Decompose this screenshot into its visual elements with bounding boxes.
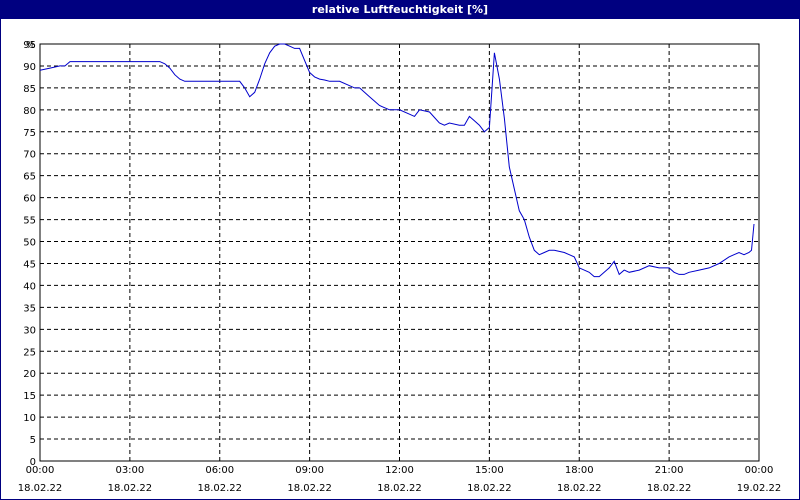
y-tick-label: 0 bbox=[30, 457, 36, 468]
y-tick-label: 60 bbox=[23, 194, 36, 205]
y-tick-label: 50 bbox=[23, 238, 36, 249]
x-tick-date-label: 18.02.22 bbox=[108, 483, 153, 494]
y-tick-label: 55 bbox=[23, 216, 36, 227]
x-tick-date-label: 18.02.22 bbox=[197, 483, 242, 494]
x-tick-date-label: 18.02.22 bbox=[467, 483, 512, 494]
y-tick-label: 5 bbox=[30, 435, 36, 446]
humidity-series-line bbox=[39, 43, 755, 278]
x-tick-time-label: 09:00 bbox=[295, 465, 324, 476]
chart-area: 0 5 10 15 20 25 30 35 40 45 50 55 60 65 70 75 80 85 90 95 0… bbox=[18, 40, 782, 494]
y-tick-label: 45 bbox=[23, 259, 36, 270]
y-axis: 0 5 10 15 20 25 30 35 40 45 50 55 60 65 70 75 80 85 90 95 bbox=[23, 40, 36, 468]
x-tick-time-label: 15:00 bbox=[475, 465, 504, 476]
grid-lines bbox=[40, 43, 759, 461]
y-tick-label: 30 bbox=[23, 325, 36, 336]
y-tick-label: 90 bbox=[23, 62, 36, 73]
y-tick-label: 75 bbox=[23, 128, 36, 139]
y-tick-label: 35 bbox=[23, 303, 36, 314]
y-tick-label: 40 bbox=[23, 281, 36, 292]
x-tick-date-label: 19.02.22 bbox=[737, 483, 782, 494]
y-tick-label: 70 bbox=[23, 150, 36, 161]
y-tick-label: 10 bbox=[23, 413, 36, 424]
x-axis: 00:00 18.02.22 03:00 18.02.22 06:00 18.02.22 0… bbox=[18, 465, 782, 494]
x-tick-time-label: 06:00 bbox=[205, 465, 234, 476]
x-tick-time-label: 03:00 bbox=[115, 465, 144, 476]
x-tick-time-label: 12:00 bbox=[385, 465, 414, 476]
x-tick-date-label: 18.02.22 bbox=[647, 483, 692, 494]
y-tick-label: 95 bbox=[23, 40, 36, 51]
y-tick-label: 20 bbox=[23, 369, 36, 380]
x-tick-time-label: 00:00 bbox=[26, 465, 55, 476]
x-tick-date-label: 18.02.22 bbox=[377, 483, 422, 494]
y-tick-label: 15 bbox=[23, 391, 36, 402]
series-group bbox=[39, 43, 755, 278]
x-tick-date-label: 18.02.22 bbox=[18, 483, 63, 494]
x-tick-time-label: 00:00 bbox=[745, 465, 774, 476]
plot-area bbox=[39, 43, 760, 462]
y-tick-label: 85 bbox=[23, 84, 36, 95]
x-tick-date-label: 18.02.22 bbox=[287, 483, 332, 494]
y-tick-label: 65 bbox=[23, 172, 36, 183]
y-tick-label: 80 bbox=[23, 106, 36, 117]
x-tick-date-label: 18.02.22 bbox=[557, 483, 602, 494]
y-axis-unit-label: % bbox=[26, 40, 36, 51]
y-tick-label: 25 bbox=[23, 347, 36, 358]
x-tick-time-label: 21:00 bbox=[655, 465, 684, 476]
chart-title: relative Luftfeuchtigkeit [%] bbox=[0, 0, 800, 19]
x-tick-time-label: 18:00 bbox=[565, 465, 594, 476]
